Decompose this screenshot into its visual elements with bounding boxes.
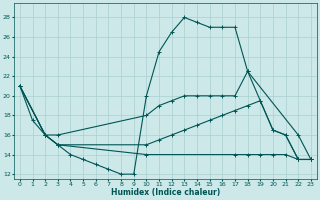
X-axis label: Humidex (Indice chaleur): Humidex (Indice chaleur)	[111, 188, 220, 197]
